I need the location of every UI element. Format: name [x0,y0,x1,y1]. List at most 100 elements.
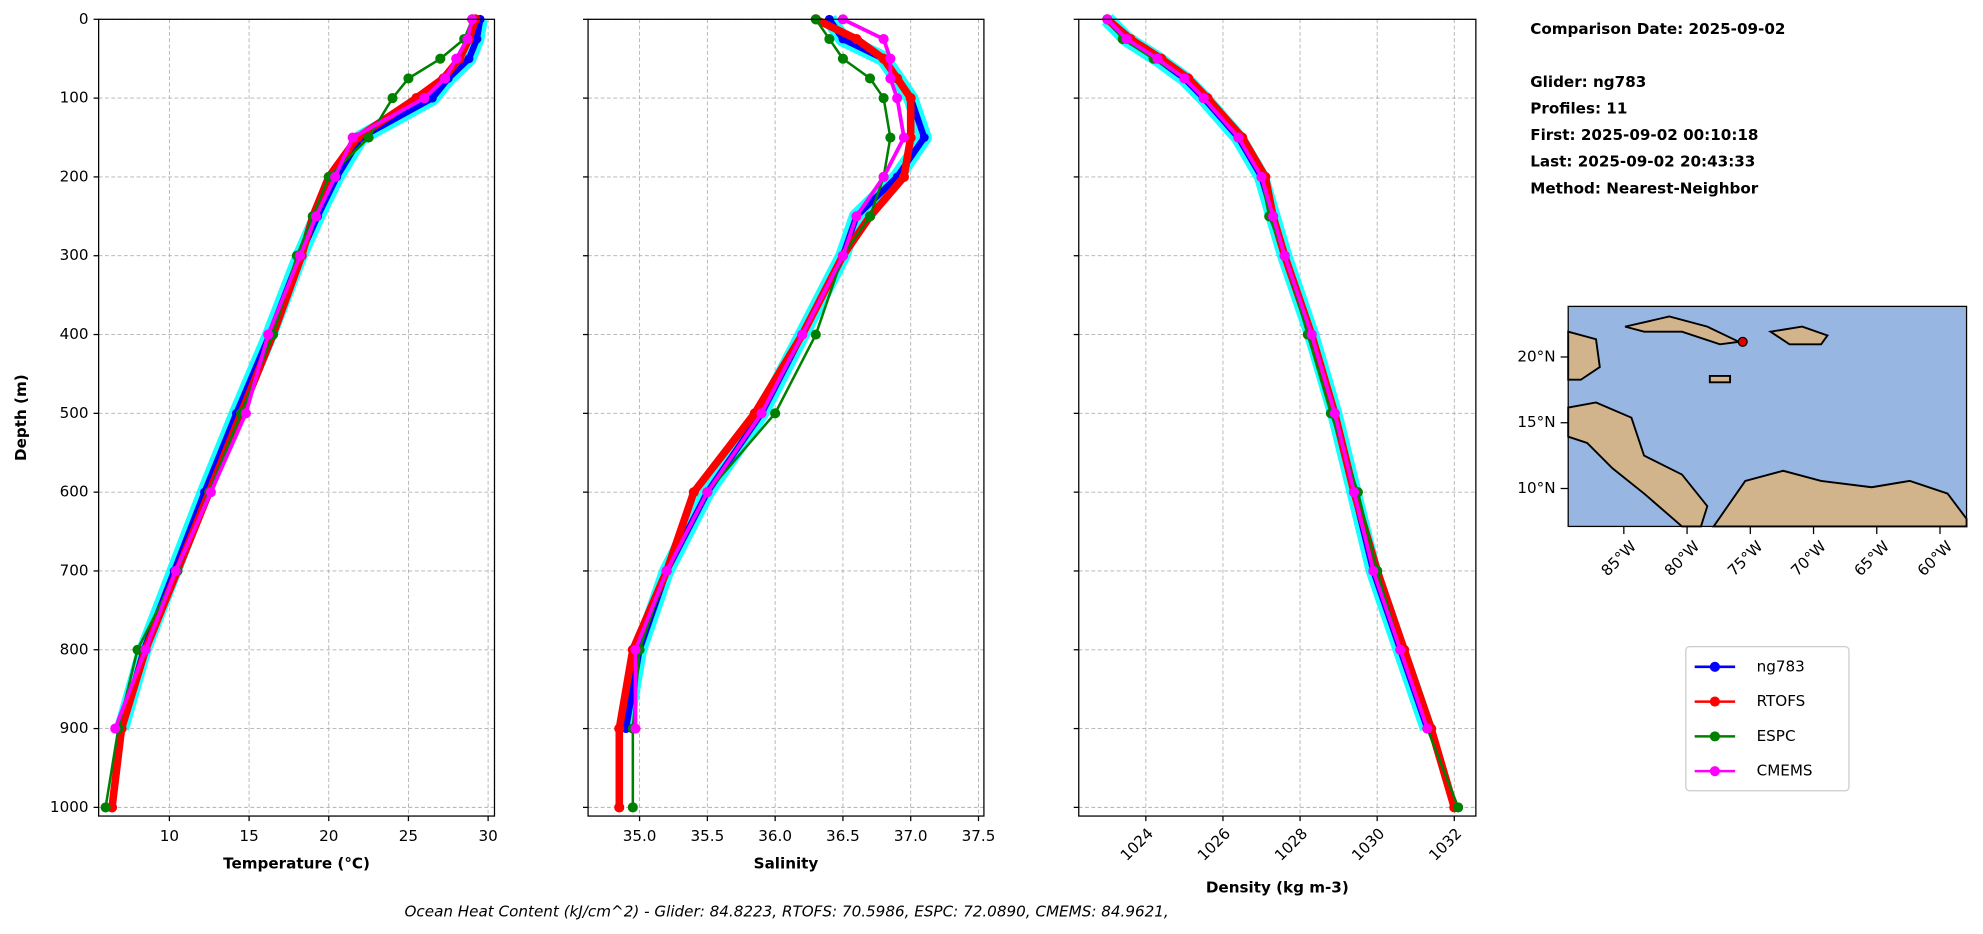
lon-label: 85°W [1598,537,1640,579]
marker [440,73,451,84]
info-line: Method: Nearest-Neighbor [1530,179,1759,197]
marker [770,408,781,419]
marker [810,329,821,340]
marker [240,408,251,419]
legend-label: RTOFS [1757,692,1806,710]
footer: Ocean Heat Content (kJ/cm^2) - Glider: 8… [404,903,1168,921]
info-line: Glider: ng783 [1530,73,1646,91]
marker [621,724,631,733]
y-tick-label: 700 [60,561,89,579]
lat-label: 15°N [1517,413,1555,431]
lon-label: 65°W [1851,537,1893,579]
x-axis-label: Temperature (°C) [223,855,370,873]
marker [1279,250,1290,261]
marker [1179,73,1190,84]
y-tick-label: 800 [60,640,89,658]
x-tick-label: 36.0 [758,827,792,845]
marker [661,565,672,577]
x-tick-label: 30 [478,827,497,845]
y-tick-label: 200 [60,167,89,185]
marker [614,802,625,813]
marker [919,133,929,142]
marker [688,487,699,498]
x-tick-label: 1028 [1271,825,1311,865]
marker [347,132,358,143]
marker [614,723,625,734]
marker [702,487,713,498]
marker [132,644,143,655]
marker [1306,329,1317,340]
info-line: Comparison Date: 2025-09-02 [1530,20,1785,38]
marker [797,329,808,340]
series-line [1105,17,1431,730]
glider-envelope [114,18,488,731]
marker [363,132,374,143]
marker [1233,132,1244,143]
marker [170,565,181,577]
y-tick-label: 0 [79,10,89,28]
marker [419,93,430,104]
marker [1198,93,1209,104]
legend-label: CMEMS [1757,762,1813,780]
series-line [104,18,474,808]
marker [435,53,446,64]
lon-label: 70°W [1787,537,1829,579]
marker [140,644,151,655]
marker [898,171,909,182]
x-tick-label: 35.0 [623,827,657,845]
x-tick-label: 1026 [1194,825,1234,865]
marker [387,93,398,104]
legend-marker [1709,661,1720,672]
x-tick-label: 1032 [1425,825,1465,865]
marker [878,93,889,104]
y-tick-label: 1000 [50,798,89,816]
legend-marker [1709,766,1720,777]
y-tick-label: 300 [60,246,89,264]
marker [898,132,909,143]
lat-label: 20°N [1517,347,1555,365]
marker [630,723,641,734]
y-tick-label: 600 [60,483,89,501]
x-tick-label: 37.0 [894,827,928,845]
series-line [108,18,479,808]
glider-envelope [1101,14,1435,731]
marker [1348,487,1360,498]
marker [403,73,414,84]
plot-frame [1078,18,1477,817]
series-line [118,18,484,730]
marker [1329,408,1340,419]
marker [756,408,767,419]
marker [885,73,896,84]
x-tick-label: 36.5 [826,827,860,845]
marker [110,723,121,734]
marker [851,33,862,45]
lon-label: 80°W [1661,537,1703,579]
marker [878,33,889,45]
marker [263,329,274,340]
marker [100,802,111,813]
marker [824,33,835,45]
x-axis-label: Density (kg m-3) [1206,879,1349,897]
marker [864,73,876,84]
y-tick-label: 900 [60,719,89,737]
plot-frame [587,18,985,817]
legend-marker [1709,731,1720,742]
y-tick-label: 500 [60,404,89,422]
x-tick-label: 37.5 [962,827,996,845]
marker [885,132,896,143]
series-line [633,17,906,729]
y-tick-label: 400 [60,325,89,343]
marker [1453,802,1464,813]
series-line [1105,17,1430,730]
x-tick-label: 15 [239,827,258,845]
info-line: Profiles: 11 [1530,100,1627,118]
x-tick-label: 25 [399,827,418,845]
marker [630,644,641,655]
marker [905,93,916,104]
marker [464,54,474,64]
plot-frame [98,18,496,817]
marker [627,802,638,813]
info-line: First: 2025-09-02 00:10:18 [1530,126,1758,144]
legend-label: ESPC [1757,727,1796,745]
